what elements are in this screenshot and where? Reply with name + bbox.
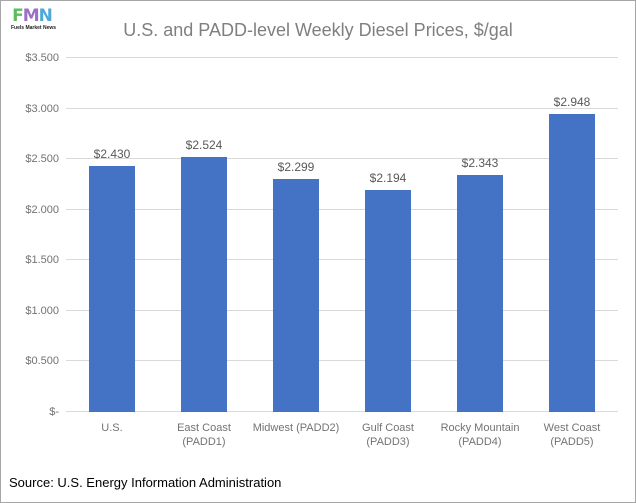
x-tick-label-line: Rocky Mountain xyxy=(440,422,520,434)
y-tick-label: $3.000 xyxy=(25,102,59,115)
x-tick-label-line: (PADD1) xyxy=(182,436,226,448)
bar-data-label: $2.194 xyxy=(369,171,407,186)
fmn-logo-letter: F xyxy=(12,6,24,26)
x-tick-label: West Coast (PADD5) xyxy=(526,421,618,449)
bar-East Coast (PADD1) xyxy=(181,156,227,412)
bar-Gulf Coast (PADD3) xyxy=(365,190,411,412)
x-axis: U.S. East Coast (PADD1) Midwest (PADD2) Gulf… xyxy=(66,421,618,455)
bar-slot: $2.299 xyxy=(250,58,342,412)
y-tick-label: $1.500 xyxy=(25,254,59,267)
gridline xyxy=(66,309,618,311)
bar-Rocky Mountain (PADD4) xyxy=(457,175,503,412)
x-tick-label: Rocky Mountain (PADD4) xyxy=(434,421,526,449)
bar-Midwest (PADD2) xyxy=(273,179,319,412)
y-tick-label: $- xyxy=(49,406,59,418)
bar-slot: $2.430 xyxy=(66,58,158,412)
bar-data-label: $2.524 xyxy=(185,137,223,152)
x-axis-line xyxy=(66,411,618,412)
chart-title: U.S. and PADD-level Weekly Diesel Prices… xyxy=(123,20,513,40)
gridline xyxy=(66,107,618,109)
bar-data-label: $2.948 xyxy=(553,94,591,109)
x-tick-label-line: West Coast xyxy=(543,422,601,434)
source-note: Source: U.S. Energy Information Administ… xyxy=(9,475,282,490)
x-tick-label-line: East Coast xyxy=(177,422,231,434)
x-tick-label: East Coast (PADD1) xyxy=(158,421,250,449)
x-tick-label-line: (PADD5) xyxy=(550,436,594,448)
bar-U.S. xyxy=(89,166,135,412)
fmn-logo-caption: Fuels Market News xyxy=(11,25,57,31)
bar-slot: $2.524 xyxy=(158,58,250,412)
bar-slot: $2.194 xyxy=(342,58,434,412)
gridline xyxy=(66,57,618,58)
x-tick-label: Midwest (PADD2) xyxy=(250,421,342,435)
y-axis: $- $0.500 $1.000 $1.500 $2.000 $2.500 $3.000 $3… xyxy=(1,52,59,418)
fmn-logo-letter: N xyxy=(38,6,53,26)
x-tick-label-line: (PADD3) xyxy=(366,436,410,448)
bar-slot: $2.343 xyxy=(434,58,526,412)
y-tick-label: $2.000 xyxy=(25,203,59,216)
x-tick-label-line: Gulf Coast xyxy=(362,422,414,434)
gridline xyxy=(66,158,618,160)
bar-data-label: $2.343 xyxy=(461,156,499,171)
y-tick-label: $2.500 xyxy=(25,153,59,166)
x-tick-label-line: Midwest (PADD2) xyxy=(252,422,340,434)
gridline xyxy=(66,360,618,362)
fmn-logo-letter: M xyxy=(22,6,40,26)
gridline xyxy=(66,208,618,210)
x-tick-label-line: (PADD4) xyxy=(458,436,502,448)
y-tick-label: $1.000 xyxy=(25,304,59,317)
gridline xyxy=(66,259,618,261)
bar-slot: $2.948 xyxy=(526,58,618,412)
y-tick-label: $0.500 xyxy=(25,355,59,368)
x-tick-label: U.S. xyxy=(66,421,158,435)
bar-data-label: $2.430 xyxy=(93,147,131,162)
x-tick-label-line: U.S. xyxy=(101,422,123,434)
bar-West Coast (PADD5) xyxy=(549,113,595,412)
x-tick-label: Gulf Coast (PADD3) xyxy=(342,421,434,449)
plot-area: $2.430 $2.524 $2.299 $2.194 $2.343 $2.948 xyxy=(66,57,618,412)
bar-data-label: $2.299 xyxy=(277,160,315,175)
y-tick-label: $3.500 xyxy=(25,52,59,64)
